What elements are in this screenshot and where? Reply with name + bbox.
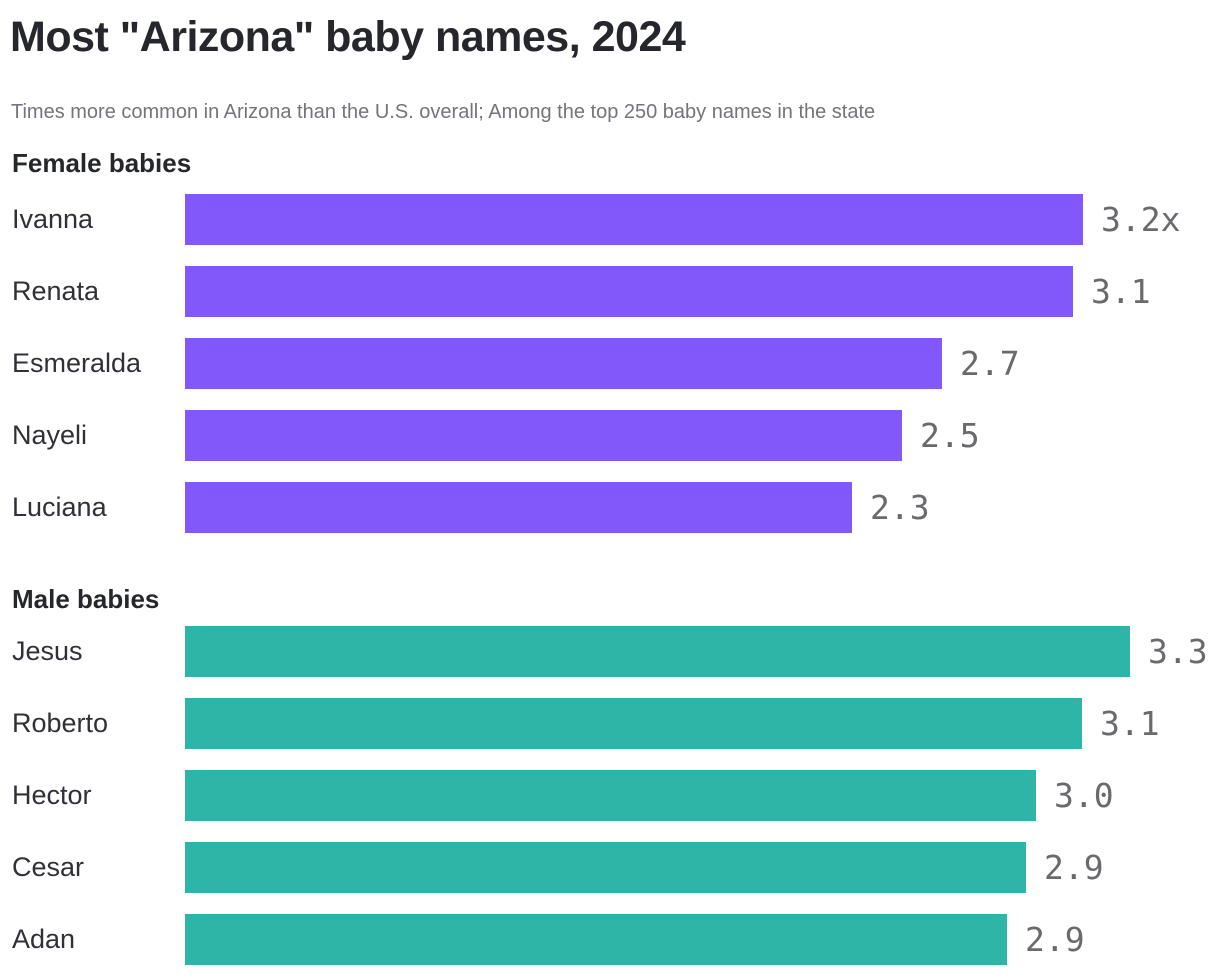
bar — [185, 770, 1036, 822]
bar-name-label: Ivanna — [12, 203, 94, 234]
section-header-female: Female babies — [12, 148, 192, 179]
bar-value-label: 2.3 — [870, 487, 930, 527]
bar-row: Jesus 3.3 — [0, 626, 1220, 678]
bar-row: Roberto 3.1 — [0, 698, 1220, 750]
bar — [185, 842, 1026, 894]
chart-section: Female babies Ivanna 3.2x Renata 3.1 Esm… — [0, 149, 1220, 533]
bar-name-label: Hector — [12, 780, 92, 811]
section-rows: Jesus 3.3 Roberto 3.1 Hector 3.0 Cesar 2… — [0, 626, 1220, 966]
section-rows: Ivanna 3.2x Renata 3.1 Esmeralda 2.7 Nay… — [0, 193, 1220, 533]
bar-row: Renata 3.1 — [0, 265, 1220, 317]
bar — [185, 626, 1130, 678]
bar-row: Adan 2.9 — [0, 914, 1220, 966]
bar-value-label: 3.2x — [1101, 199, 1181, 239]
bar-value-label: 2.5 — [920, 415, 980, 455]
bar-row: Luciana 2.3 — [0, 481, 1220, 533]
chart-title: Most "Arizona" baby names, 2024 — [10, 13, 686, 61]
bar — [185, 337, 942, 389]
bar — [185, 193, 1083, 245]
bar-row: Nayeli 2.5 — [0, 409, 1220, 461]
bar-value-label: 3.1 — [1091, 271, 1151, 311]
bar-chart: Female babies Ivanna 3.2x Renata 3.1 Esm… — [0, 149, 1220, 966]
bar-name-label: Roberto — [12, 708, 109, 739]
bar-row: Ivanna 3.2x — [0, 193, 1220, 245]
bar — [185, 409, 902, 461]
bar — [185, 481, 852, 533]
bar-row: Hector 3.0 — [0, 770, 1220, 822]
bar-value-label: 3.3 — [1148, 632, 1208, 672]
bar — [185, 698, 1082, 750]
section-header-male: Male babies — [12, 583, 160, 614]
bar-value-label: 3.1 — [1100, 704, 1160, 744]
bar-name-label: Renata — [12, 275, 100, 306]
bar — [185, 265, 1073, 317]
bar — [185, 914, 1007, 966]
bar-row: Esmeralda 2.7 — [0, 337, 1220, 389]
bar-value-label: 2.7 — [960, 343, 1020, 383]
chart-subtitle: Times more common in Arizona than the U.… — [11, 101, 876, 124]
chart-section: Male babies Jesus 3.3 Roberto 3.1 Hector… — [0, 585, 1220, 966]
bar-name-label: Esmeralda — [12, 347, 142, 378]
bar-value-label: 2.9 — [1025, 920, 1085, 960]
bar-name-label: Jesus — [12, 636, 83, 667]
bar-name-label: Nayeli — [12, 419, 88, 450]
bar-value-label: 2.9 — [1044, 848, 1104, 888]
bar-name-label: Adan — [12, 924, 76, 955]
bar-row: Cesar 2.9 — [0, 842, 1220, 894]
bar-name-label: Luciana — [12, 491, 107, 522]
bar-name-label: Cesar — [12, 852, 85, 883]
bar-value-label: 3.0 — [1054, 776, 1114, 816]
